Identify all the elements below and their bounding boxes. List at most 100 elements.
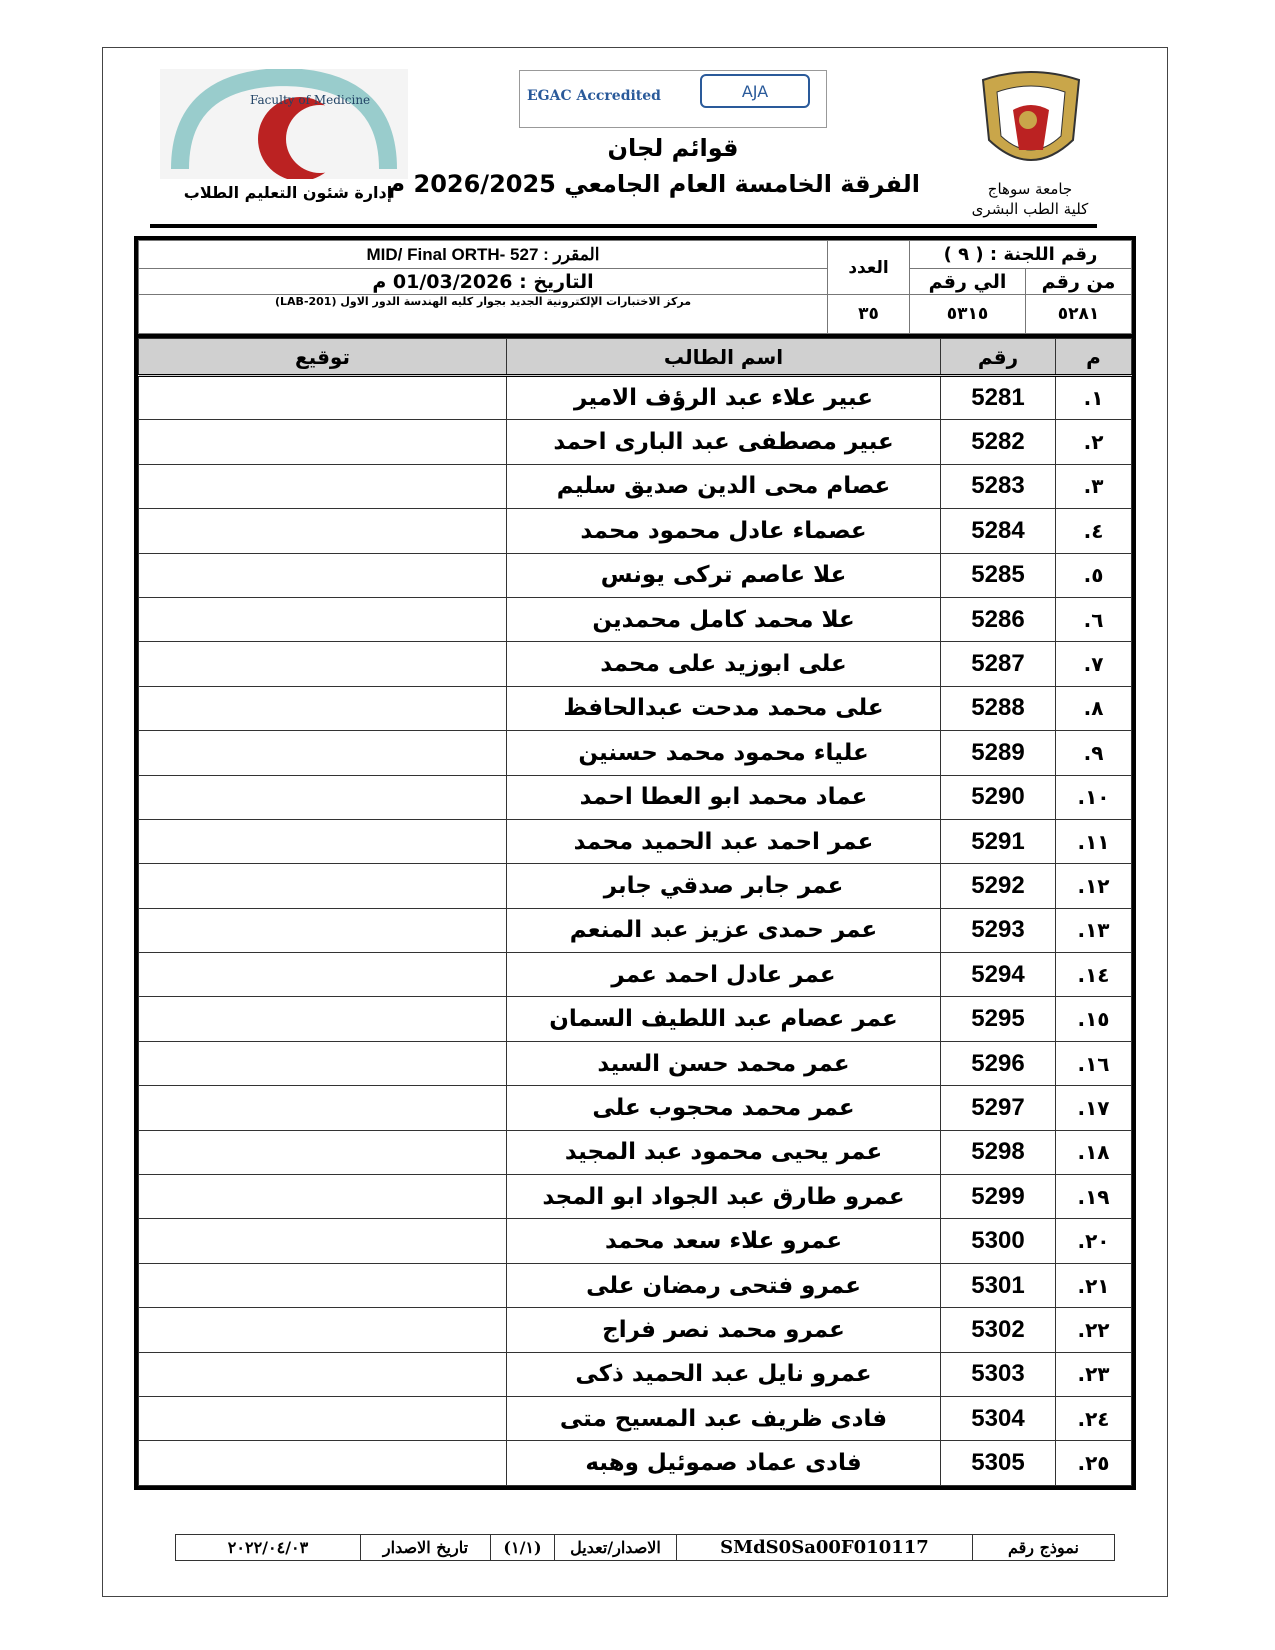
student-list-table: م رقم اسم الطالب توقيع ١. 5281 عبير علاء ع… xyxy=(134,338,1136,1490)
exam-date: التاريخ : 01/03/2026 م xyxy=(138,268,828,295)
student-id: 5297 xyxy=(940,1085,1056,1131)
student-id: 5291 xyxy=(940,818,1056,865)
signature-cell[interactable] xyxy=(138,818,507,865)
row-index: ١٥. xyxy=(1055,996,1132,1042)
table-row: ١٤. 5294 عمر عادل احمد عمر xyxy=(138,952,1132,998)
egac-logo: EGAC Accredited xyxy=(527,88,661,104)
signature-cell[interactable] xyxy=(138,952,507,998)
student-name: عمر يحيى محمود عبد المجيد xyxy=(506,1129,941,1176)
table-row: ٨. 5288 على محمد مدحت عبدالحافظ xyxy=(138,685,1132,732)
signature-cell[interactable] xyxy=(138,552,507,598)
row-index: ٢. xyxy=(1055,419,1132,465)
student-id: 5293 xyxy=(940,907,1056,954)
col-name-header: اسم الطالب xyxy=(506,338,941,377)
student-id: 5298 xyxy=(940,1129,1056,1176)
table-row: ٢٤. 5304 فادى ظريف عبد المسيح متى xyxy=(138,1395,1132,1442)
table-row: ٩. 5289 علياء محمود محمد حسنين xyxy=(138,730,1132,776)
row-index: ١٦. xyxy=(1055,1040,1132,1087)
signature-cell[interactable] xyxy=(138,996,507,1042)
row-index: ٢٥. xyxy=(1055,1440,1132,1486)
student-name: عبير مصطفى عبد البارى احمد xyxy=(506,419,941,465)
signature-cell[interactable] xyxy=(138,508,507,554)
logo-text: Faculty of Medicine xyxy=(250,93,370,107)
row-index: ٢٢. xyxy=(1055,1307,1132,1353)
signature-cell[interactable] xyxy=(138,463,507,510)
student-name: علياء محمود محمد حسنين xyxy=(506,730,941,776)
signature-cell[interactable] xyxy=(138,1218,507,1264)
table-row: ٢٠. 5300 عمرو علاء سعد محمد xyxy=(138,1218,1132,1264)
university-name: جامعة سوهاج xyxy=(987,180,1073,198)
student-name: عمر عصام عبد اللطيف السمان xyxy=(506,996,941,1042)
student-name: فادى عماد صموئيل وهبه xyxy=(506,1440,941,1486)
signature-cell[interactable] xyxy=(138,730,507,776)
table-row: ١٧. 5297 عمر محمد محجوب على xyxy=(138,1085,1132,1131)
student-id: 5288 xyxy=(940,685,1056,732)
student-name: عمر جابر صدقي جابر xyxy=(506,863,941,909)
row-index: ٨. xyxy=(1055,685,1132,732)
from-number: ٥٢٨١ xyxy=(1025,294,1132,334)
table-row: ١٩. 5299 عمرو طارق عبد الجواد ابو المجد xyxy=(138,1174,1132,1220)
table-row: ٤. 5284 عصماء عادل محمود محمد xyxy=(138,508,1132,554)
col-id-header: رقم xyxy=(940,338,1056,377)
row-index: ٢٣. xyxy=(1055,1351,1132,1397)
row-index: ١٢. xyxy=(1055,863,1132,909)
sohag-university-logo xyxy=(981,71,1081,161)
row-index: ٩. xyxy=(1055,730,1132,776)
student-id: 5290 xyxy=(940,774,1056,820)
student-name: فادى ظريف عبد المسيح متى xyxy=(506,1395,941,1442)
col-signature-header: توقيع xyxy=(138,338,507,377)
row-index: ١٨. xyxy=(1055,1129,1132,1176)
signature-cell[interactable] xyxy=(138,419,507,465)
signature-cell[interactable] xyxy=(138,774,507,820)
row-index: ١١. xyxy=(1055,818,1132,865)
signature-cell[interactable] xyxy=(138,596,507,643)
signature-cell[interactable] xyxy=(138,863,507,909)
signature-cell[interactable] xyxy=(138,685,507,732)
page-border xyxy=(102,47,1168,1597)
signature-cell[interactable] xyxy=(138,1040,507,1087)
signature-cell[interactable] xyxy=(138,907,507,954)
student-id: 5299 xyxy=(940,1174,1056,1220)
signature-cell[interactable] xyxy=(138,1262,507,1309)
student-name: عبير علاء عبد الرؤف الامير xyxy=(506,374,941,421)
issue-date: ٢٠٢٢/٠٤/٠٣ xyxy=(175,1534,361,1561)
signature-cell[interactable] xyxy=(138,1174,507,1220)
signature-cell[interactable] xyxy=(138,1351,507,1397)
signature-cell[interactable] xyxy=(138,1307,507,1353)
row-index: ٣. xyxy=(1055,463,1132,510)
table-row: ١٨. 5298 عمر يحيى محمود عبد المجيد xyxy=(138,1129,1132,1176)
student-id: 5287 xyxy=(940,641,1056,687)
student-name: عمر احمد عبد الحميد محمد xyxy=(506,818,941,865)
version: (١/١) xyxy=(490,1534,555,1561)
student-name: عمر عادل احمد عمر xyxy=(506,952,941,998)
student-id: 5305 xyxy=(940,1440,1056,1486)
student-id: 5286 xyxy=(940,596,1056,643)
table-row: ٢١. 5301 عمرو فتحى رمضان على xyxy=(138,1262,1132,1309)
student-id: 5296 xyxy=(940,1040,1056,1087)
student-name: عمرو طارق عبد الجواد ابو المجد xyxy=(506,1174,941,1220)
student-name: عصماء عادل محمود محمد xyxy=(506,508,941,554)
signature-cell[interactable] xyxy=(138,1129,507,1176)
signature-cell[interactable] xyxy=(138,1085,507,1131)
row-index: ٦. xyxy=(1055,596,1132,643)
table-row: ٢٣. 5303 عمرو نايل عبد الحميد ذكى xyxy=(138,1351,1132,1397)
signature-cell[interactable] xyxy=(138,1395,507,1442)
student-id: 5295 xyxy=(940,996,1056,1042)
student-name: عمر محمد حسن السيد xyxy=(506,1040,941,1087)
table-row: ١٥. 5295 عمر عصام عبد اللطيف السمان xyxy=(138,996,1132,1042)
student-id: 5300 xyxy=(940,1218,1056,1264)
count-label: العدد xyxy=(827,240,910,295)
signature-cell[interactable] xyxy=(138,1440,507,1486)
student-name: علا محمد كامل محمدين xyxy=(506,596,941,643)
signature-cell[interactable] xyxy=(138,641,507,687)
course: المقرر : MID/ Final ORTH- 527 xyxy=(138,240,828,269)
table-row: ١١. 5291 عمر احمد عبد الحميد محمد xyxy=(138,818,1132,865)
student-id: 5302 xyxy=(940,1307,1056,1353)
table-row: ٣. 5283 عصام محى الدين صديق سليم xyxy=(138,463,1132,510)
row-index: ١٩. xyxy=(1055,1174,1132,1220)
table-row: ٧. 5287 على ابوزيد على محمد xyxy=(138,641,1132,687)
table-row: ٥. 5285 علا عاصم تركى يونس xyxy=(138,552,1132,598)
table-row: ٢٢. 5302 عمرو محمد نصر فراج xyxy=(138,1307,1132,1353)
signature-cell[interactable] xyxy=(138,374,507,421)
student-id: 5301 xyxy=(940,1262,1056,1309)
